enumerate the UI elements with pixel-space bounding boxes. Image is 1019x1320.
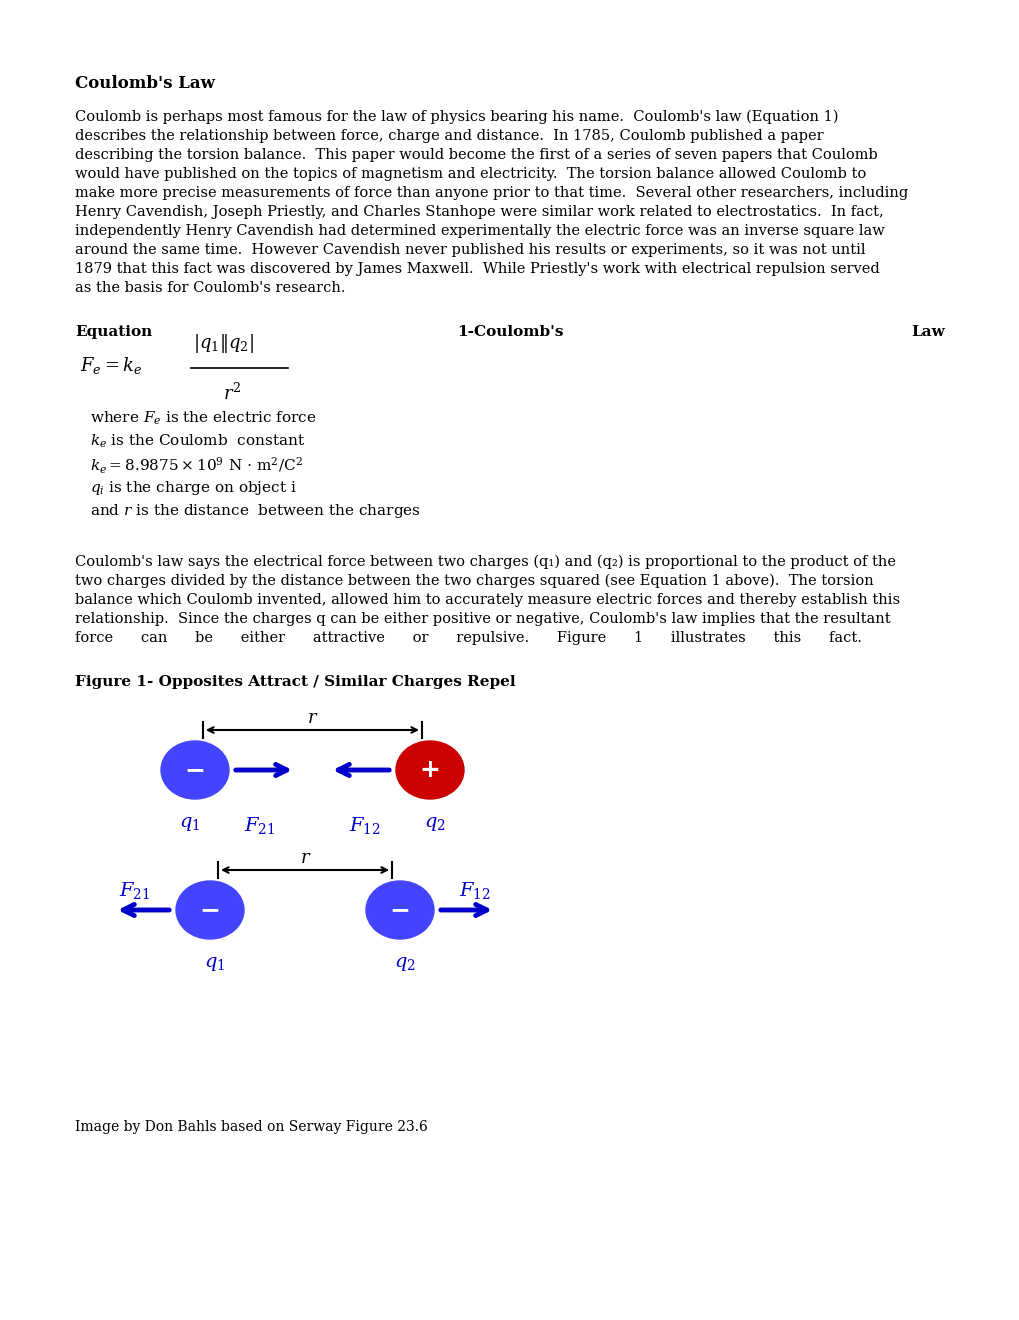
Text: $F_{12}$: $F_{12}$ (348, 814, 380, 836)
Text: $| q_1 \| q_2 |$: $| q_1 \| q_2 |$ (193, 333, 254, 355)
Text: Coulomb's law says the electrical force between two charges (q₁) and (q₂) is pro: Coulomb's law says the electrical force … (75, 554, 895, 569)
Text: describes the relationship between force, charge and distance.  In 1785, Coulomb: describes the relationship between force… (75, 129, 822, 143)
Text: −: − (200, 898, 220, 921)
Text: Coulomb's Law: Coulomb's Law (75, 75, 215, 92)
Text: would have published on the topics of magnetism and electricity.  The torsion ba: would have published on the topics of ma… (75, 168, 865, 181)
Text: +: + (419, 758, 440, 781)
Text: relationship.  Since the charges q can be either positive or negative, Coulomb's: relationship. Since the charges q can be… (75, 612, 890, 626)
Text: and $r$ is the distance  between the charges: and $r$ is the distance between the char… (90, 502, 421, 520)
Text: $F_e = k_e$: $F_e = k_e$ (79, 355, 143, 375)
Ellipse shape (176, 880, 244, 939)
Text: two charges divided by the distance between the two charges squared (see Equatio: two charges divided by the distance betw… (75, 574, 873, 589)
Text: $F_{21}$: $F_{21}$ (245, 814, 275, 836)
Text: Figure 1- Opposites Attract / Similar Charges Repel: Figure 1- Opposites Attract / Similar Ch… (75, 675, 516, 689)
Text: $q_1$: $q_1$ (179, 814, 201, 833)
Text: Henry Cavendish, Joseph Priestly, and Charles Stanhope were similar work related: Henry Cavendish, Joseph Priestly, and Ch… (75, 205, 882, 219)
Text: −: − (389, 898, 410, 921)
Text: Coulomb is perhaps most famous for the law of physics bearing his name.  Coulomb: Coulomb is perhaps most famous for the l… (75, 110, 838, 124)
Text: Equation: Equation (75, 325, 152, 339)
Text: r: r (301, 849, 309, 867)
Text: −: − (184, 758, 205, 781)
Text: Law: Law (910, 325, 944, 339)
Text: describing the torsion balance.  This paper would become the first of a series o: describing the torsion balance. This pap… (75, 148, 877, 162)
Text: $q_i$ is the charge on object i: $q_i$ is the charge on object i (90, 479, 297, 498)
Text: $k_e = 8.9875 \times 10^9$ N $\cdot$ m$^2$/C$^2$: $k_e = 8.9875 \times 10^9$ N $\cdot$ m$^… (90, 455, 303, 477)
Ellipse shape (395, 741, 464, 799)
Text: $r^2$: $r^2$ (223, 383, 242, 404)
Text: independently Henry Cavendish had determined experimentally the electric force w: independently Henry Cavendish had determ… (75, 224, 883, 238)
Text: as the basis for Coulomb's research.: as the basis for Coulomb's research. (75, 281, 345, 294)
Text: where $F_e$ is the electric force: where $F_e$ is the electric force (90, 411, 316, 428)
Text: 1-Coulomb's: 1-Coulomb's (457, 325, 562, 339)
Text: $q_2$: $q_2$ (424, 814, 445, 833)
Text: $F_{12}$: $F_{12}$ (459, 880, 490, 902)
Ellipse shape (161, 741, 229, 799)
Text: $F_{21}$: $F_{21}$ (119, 880, 151, 902)
Text: Image by Don Bahls based on Serway Figure 23.6: Image by Don Bahls based on Serway Figur… (75, 1119, 427, 1134)
Text: 1879 that this fact was discovered by James Maxwell.  While Priestly's work with: 1879 that this fact was discovered by Ja… (75, 261, 879, 276)
Text: make more precise measurements of force than anyone prior to that time.  Several: make more precise measurements of force … (75, 186, 907, 201)
Text: balance which Coulomb invented, allowed him to accurately measure electric force: balance which Coulomb invented, allowed … (75, 593, 899, 607)
Text: $q_1$: $q_1$ (204, 954, 225, 973)
Text: $q_2$: $q_2$ (393, 954, 416, 973)
Text: $k_e$ is the Coulomb  constant: $k_e$ is the Coulomb constant (90, 433, 305, 450)
Text: r: r (308, 709, 317, 727)
Text: force      can      be      either      attractive      or      repulsive.      : force can be either attractive or repuls… (75, 631, 861, 645)
Ellipse shape (366, 880, 433, 939)
Text: around the same time.  However Cavendish never published his results or experime: around the same time. However Cavendish … (75, 243, 865, 257)
